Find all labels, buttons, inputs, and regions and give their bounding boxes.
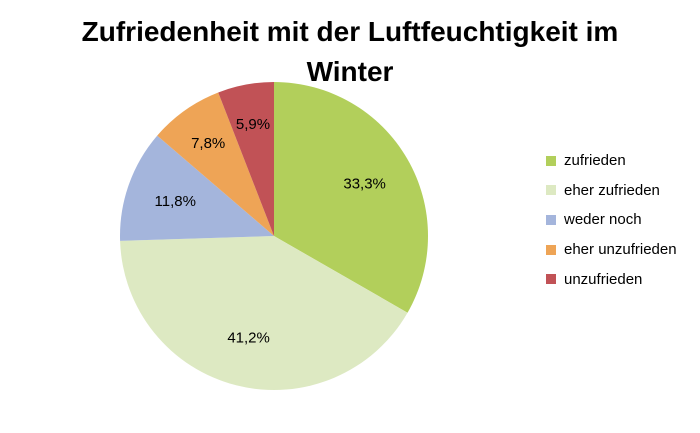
chart-title-line-2: Winter <box>306 56 394 87</box>
pie-slice-unzufrieden <box>218 82 274 236</box>
legend-label: unzufrieden <box>564 270 643 288</box>
legend-swatch <box>546 185 556 196</box>
pie-slice-eher-unzufrieden <box>157 92 274 236</box>
legend: zufrieden eher zufrieden weder noch eher… <box>546 146 677 294</box>
legend-item-eher-unzufrieden: eher unzufrieden <box>546 235 677 265</box>
legend-swatch <box>546 214 556 225</box>
pie-slice-zufrieden <box>274 82 428 313</box>
legend-label: weder noch <box>564 211 642 229</box>
data-label-weder-noch: 11,8% <box>155 193 196 210</box>
chart-title-line-1: Zufriedenheit mit der Luftfeuchtigkeit i… <box>81 16 619 47</box>
legend-label: eher unzufrieden <box>564 241 677 259</box>
legend-swatch <box>546 155 556 166</box>
legend-swatch <box>546 274 556 285</box>
chart-title: Zufriedenheit mit der Luftfeuchtigkeit i… <box>0 12 700 92</box>
pie-slice-weder-noch <box>120 135 274 241</box>
data-label-eher-zufrieden: 41,2% <box>227 330 270 347</box>
legend-item-unzufrieden: unzufrieden <box>546 264 677 294</box>
legend-item-eher-zufrieden: eher zufrieden <box>546 176 677 206</box>
legend-item-weder-noch: weder noch <box>546 205 677 235</box>
legend-item-zufrieden: zufrieden <box>546 146 677 176</box>
legend-label: eher zufrieden <box>564 181 660 199</box>
data-label-eher-unzufrieden: 7,8% <box>191 135 225 152</box>
data-label-unzufrieden: 5,9% <box>236 116 270 133</box>
legend-label: zufrieden <box>564 152 626 170</box>
legend-swatch <box>546 244 556 255</box>
data-label-zufrieden: 33,3% <box>343 176 386 193</box>
pie-slice-eher-zufrieden <box>120 236 408 391</box>
